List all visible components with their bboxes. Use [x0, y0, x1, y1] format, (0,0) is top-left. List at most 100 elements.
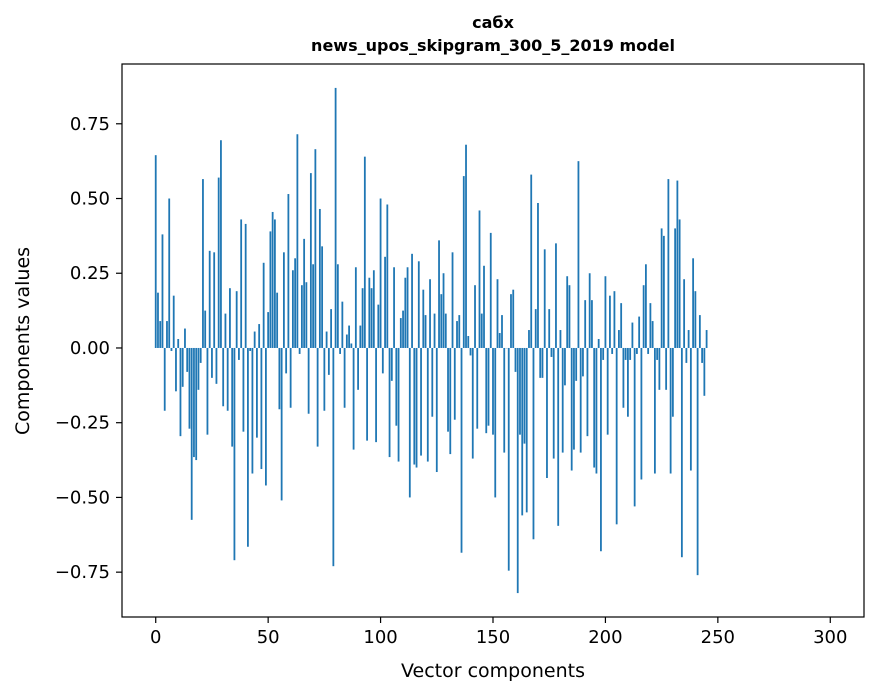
bar	[510, 294, 512, 348]
bar	[633, 347, 636, 507]
bar	[595, 347, 598, 474]
bar	[269, 231, 272, 348]
bar	[163, 347, 166, 411]
x-tick-label: 200	[588, 627, 622, 648]
bar	[586, 347, 589, 437]
bar	[703, 347, 706, 396]
bar	[471, 347, 474, 459]
bar	[692, 258, 695, 348]
bar	[636, 347, 638, 354]
bar	[265, 347, 267, 486]
bar	[426, 347, 429, 462]
bar	[528, 330, 530, 348]
bar	[253, 331, 256, 348]
bar	[379, 198, 382, 348]
x-axis-label: Vector components	[401, 660, 585, 682]
bar	[451, 252, 454, 348]
bar	[492, 347, 494, 435]
bar	[543, 249, 546, 348]
bar	[683, 279, 686, 348]
chart-subtitle: news_upos_skipgram_300_5_2019 model	[311, 36, 675, 55]
bar	[336, 264, 339, 348]
bar	[368, 277, 371, 348]
bar	[406, 267, 409, 348]
bar	[680, 347, 683, 558]
y-tick-label: 0.50	[70, 189, 110, 210]
plot-frame	[121, 63, 865, 618]
bar	[422, 289, 425, 348]
bar	[271, 211, 274, 348]
bar	[415, 347, 418, 468]
bar	[316, 347, 319, 447]
bar	[154, 155, 157, 348]
bar	[282, 252, 285, 348]
y-axis-label: Components values	[12, 247, 34, 435]
bar	[512, 289, 515, 348]
bar	[280, 347, 283, 501]
bar	[420, 347, 422, 456]
bar	[579, 347, 582, 453]
y-tick-label: 0.00	[70, 338, 110, 359]
bar	[559, 330, 562, 348]
bar	[622, 347, 625, 408]
bar	[555, 243, 557, 348]
bar	[557, 347, 560, 526]
bar	[647, 347, 650, 354]
bar	[582, 347, 584, 377]
bar	[476, 347, 479, 429]
bar	[676, 180, 679, 348]
bar	[352, 347, 355, 450]
bar	[570, 347, 573, 471]
bar	[375, 347, 377, 443]
bar	[456, 321, 458, 348]
bar	[296, 134, 299, 348]
y-tick-label: −0.75	[55, 562, 110, 583]
bar	[170, 347, 173, 351]
bar	[541, 347, 544, 378]
bar	[256, 347, 258, 438]
bar	[442, 273, 445, 348]
bar	[435, 347, 438, 473]
bar	[222, 347, 225, 407]
bar	[624, 347, 627, 360]
bar	[332, 347, 335, 567]
bar	[260, 347, 263, 470]
bar	[258, 324, 261, 348]
bar	[399, 318, 402, 348]
bar	[483, 265, 485, 348]
bar	[532, 347, 535, 540]
bar	[440, 294, 443, 348]
bar	[694, 291, 697, 348]
bar	[496, 279, 499, 348]
bar	[662, 235, 665, 348]
bar	[305, 282, 308, 348]
bar	[393, 267, 395, 348]
bar	[417, 261, 420, 348]
y-tick-label: 0.25	[70, 263, 110, 284]
bar	[175, 347, 177, 392]
x-axis-ticks: 0 50 100 150 200 250 300	[150, 617, 847, 648]
bar	[638, 316, 641, 348]
bar	[449, 347, 452, 455]
x-tick-label: 0	[150, 627, 161, 648]
x-tick-label: 150	[476, 627, 510, 648]
bar	[444, 313, 447, 348]
bar	[696, 347, 699, 576]
bar	[384, 256, 386, 348]
bar	[357, 347, 359, 390]
bar	[408, 347, 411, 498]
bar	[224, 313, 227, 348]
bar	[597, 339, 600, 348]
bar	[618, 330, 620, 348]
bar	[177, 339, 180, 348]
bar	[372, 270, 375, 348]
bar	[665, 347, 668, 390]
bar	[660, 228, 663, 348]
bar	[671, 347, 674, 417]
bar	[197, 347, 200, 390]
x-tick-label: 50	[257, 627, 280, 648]
bar	[242, 347, 245, 432]
bar	[411, 253, 413, 348]
bar	[588, 273, 591, 348]
